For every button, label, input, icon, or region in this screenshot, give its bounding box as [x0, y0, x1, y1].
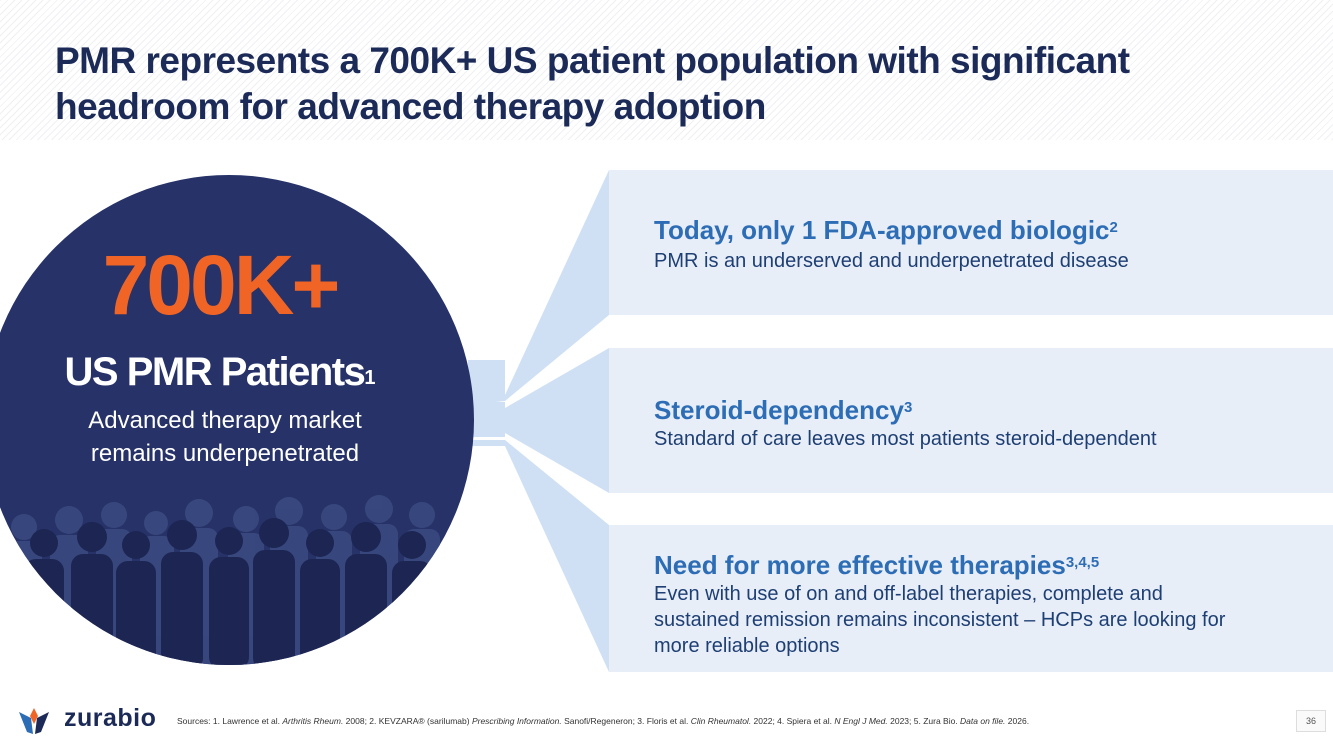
panel-body: Standard of care leaves most patients st… [654, 428, 1157, 450]
panel-fda-biologic: Today, only 1 FDA-approved biologic2 PMR… [609, 170, 1333, 315]
crowd-silhouette-image [6, 495, 440, 665]
patient-label: US PMR Patients1 [64, 350, 376, 394]
patient-population-circle [0, 175, 474, 665]
panel-heading: Today, only 1 FDA-approved biologic2 [654, 215, 1118, 245]
market-description: Advanced therapy market remains underpen… [88, 407, 362, 467]
panel-body: PMR is an underserved and underpenetrate… [654, 250, 1129, 272]
brand-name: zurabio [64, 704, 157, 732]
header-background [0, 0, 1333, 140]
panel-body: Even with use of on and off-label therap… [654, 583, 1226, 657]
slide-title: PMR represents a 700K+ US patient popula… [55, 38, 1255, 130]
sources-footnote: Sources: 1. Lawrence et al. Arthritis Rh… [177, 716, 1030, 726]
title-line-1: PMR represents a 700K+ US patient popula… [55, 40, 1130, 81]
panel-effective-therapies: Need for more effective therapies3,4,5 E… [609, 525, 1333, 672]
panel-heading: Need for more effective therapies3,4,5 [654, 550, 1100, 580]
zurabio-logo-icon [19, 708, 49, 734]
patient-count: 700K+ [102, 238, 341, 332]
panel-heading: Steroid-dependency3 [654, 395, 913, 425]
panel-steroid-dependency: Steroid-dependency3 Standard of care lea… [609, 348, 1333, 493]
patient-label-footnote: 1 [364, 367, 376, 389]
title-line-2: headroom for advanced therapy adoption [55, 86, 766, 127]
page-number: 36 [1296, 710, 1326, 732]
